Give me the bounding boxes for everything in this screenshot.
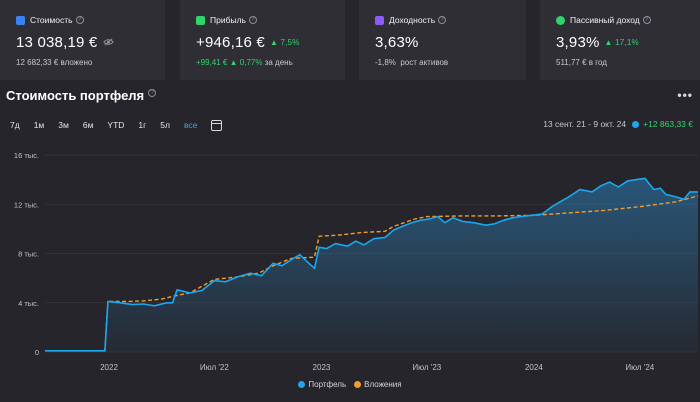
invested-amount: 12 682,33 € [16, 58, 59, 67]
card-yield-amount: 3,63% [375, 33, 526, 51]
portfolio-dot-icon [298, 381, 306, 388]
period-1y[interactable]: 1г [138, 120, 147, 130]
card-yield-sub: -1,8% рост активов [375, 58, 526, 67]
more-options-icon[interactable]: ••• [677, 88, 693, 102]
range-change: +12 863,33 € [643, 119, 693, 129]
arrow-up-icon: ▲ [229, 58, 238, 67]
daily-change: 0,77% [239, 58, 263, 67]
profit-icon [196, 15, 205, 25]
passive-income-icon [556, 15, 565, 25]
portfolio-area [45, 178, 698, 352]
help-icon[interactable]: ? [75, 16, 84, 24]
card-value-sub: 12 682,33 € вложено [16, 58, 165, 67]
profit-number: +946,16 € [196, 33, 265, 51]
x-tick-label: 2022 [100, 363, 118, 372]
passive-number: 3,93% [556, 33, 600, 51]
y-axis-labels: 0 4 тыс. 8 тыс. 12 тыс. 16 тыс. [14, 151, 39, 357]
card-value-title: Стоимость [30, 15, 73, 25]
legend-invested-label: Вложения [364, 380, 402, 389]
portfolio-dot-icon [632, 120, 640, 128]
card-passive-title: Пассивный доход [570, 15, 640, 25]
invested-label: вложено [60, 58, 93, 67]
period-3m[interactable]: 3м [58, 120, 69, 130]
x-tick-label: 2023 [313, 363, 331, 372]
y-tick-label: 12 тыс. [14, 200, 39, 209]
eye-off-icon[interactable] [103, 38, 115, 46]
card-profit-title: Прибыль [210, 15, 246, 25]
asset-growth-label: рост активов [400, 58, 449, 67]
yield-number: 3,63% [375, 33, 419, 51]
card-passive-income[interactable]: Пассивный доход ? 3,93% ▲ 17,1% 511,77 €… [540, 0, 700, 80]
card-profit[interactable]: Прибыль ? +946,16 € ▲ 7,5% +99,41 € ▲ 0,… [180, 0, 345, 80]
period-7d[interactable]: 7д [10, 120, 20, 130]
section-title: Стоимость портфеля [6, 88, 145, 103]
asset-growth-value: -1,8% [375, 58, 396, 67]
card-profit-amount: +946,16 € ▲ 7,5% [196, 33, 345, 51]
y-tick-label: 16 тыс. [14, 151, 39, 160]
daily-label: за день [264, 58, 293, 67]
period-5y[interactable]: 5л [160, 120, 170, 130]
legend-item-invested[interactable]: Вложения [354, 380, 402, 389]
x-tick-label: Июл '23 [412, 363, 441, 372]
period-1m[interactable]: 1м [33, 120, 45, 130]
card-yield-header: Доходность ? [375, 14, 526, 26]
profit-change-value: 7,5% [280, 37, 300, 47]
portfolio-series-line [45, 177, 698, 352]
card-passive-header: Пассивный доход ? [556, 14, 700, 26]
card-passive-sub: 511,77 € в год [556, 58, 700, 67]
yield-icon [375, 15, 384, 25]
y-tick-label: 0 [35, 348, 39, 357]
x-axis-labels: 2022 Июл '22 2023 Июл '23 2024 Июл '24 [100, 363, 655, 372]
chart-legend: Портфель Вложения [0, 380, 700, 389]
invested-dot-icon [354, 381, 362, 388]
help-icon[interactable]: ? [438, 16, 447, 24]
card-profit-header: Прибыль ? [196, 14, 345, 26]
daily-profit: +99,41 € [196, 58, 228, 67]
x-tick-label: 2024 [525, 363, 543, 372]
card-yield[interactable]: Доходность ? 3,63% -1,8% рост активов [359, 0, 526, 80]
card-value-number: 13 038,19 € [16, 33, 98, 51]
arrow-up-icon: ▲ [604, 37, 613, 47]
legend-portfolio-label: Портфель [308, 380, 347, 389]
x-tick-label: Июл '22 [200, 363, 229, 372]
help-icon[interactable]: ? [148, 88, 157, 97]
card-yield-title: Доходность [389, 15, 436, 25]
card-value-header: Стоимость ? [16, 14, 165, 26]
card-value-amount: 13 038,19 € [16, 33, 165, 51]
passive-change: ▲ 17,1% [605, 38, 639, 47]
invested-series-line [45, 195, 699, 352]
card-value[interactable]: Стоимость ? 13 038,19 € 12 682,33 € влож… [0, 0, 165, 80]
y-tick-label: 8 тыс. [18, 250, 39, 259]
portfolio-chart[interactable]: 04 тыс.8 тыс.12 тыс.16 тыс. 2022 Июл '22 2… [0, 140, 700, 378]
card-profit-sub: +99,41 € ▲ 0,77% за день [196, 58, 345, 67]
yearly-income: 511,77 € [556, 58, 587, 67]
calendar-icon[interactable] [211, 119, 223, 131]
passive-change-value: 17,1% [615, 37, 639, 47]
y-tick-label: 4 тыс. [18, 299, 39, 308]
period-6m[interactable]: 6м [82, 120, 94, 130]
period-all[interactable]: все [183, 120, 198, 130]
portfolio-title-row: Стоимость портфеля ? [6, 88, 157, 103]
profit-change: ▲ 7,5% [270, 38, 300, 47]
period-ytd[interactable]: YTD [107, 120, 125, 130]
range-summary: 13 сент. 21 - 9 окт. 24 +12 863,33 € [543, 119, 693, 129]
period-selector: 7д 1м 3м 6м YTD 1г 5л все [10, 118, 223, 132]
summary-cards: Стоимость ? 13 038,19 € 12 682,33 € влож… [0, 0, 700, 80]
help-icon[interactable]: ? [248, 16, 257, 24]
legend-item-portfolio[interactable]: Портфель [298, 380, 346, 389]
help-icon[interactable]: ? [642, 16, 651, 24]
range-dates: 13 сент. 21 - 9 окт. 24 [543, 119, 627, 129]
x-tick-label: Июл '24 [625, 363, 654, 372]
yearly-label: в год [588, 58, 607, 67]
card-passive-amount: 3,93% ▲ 17,1% [556, 33, 700, 51]
arrow-up-icon: ▲ [269, 37, 279, 47]
wallet-icon [16, 15, 25, 25]
